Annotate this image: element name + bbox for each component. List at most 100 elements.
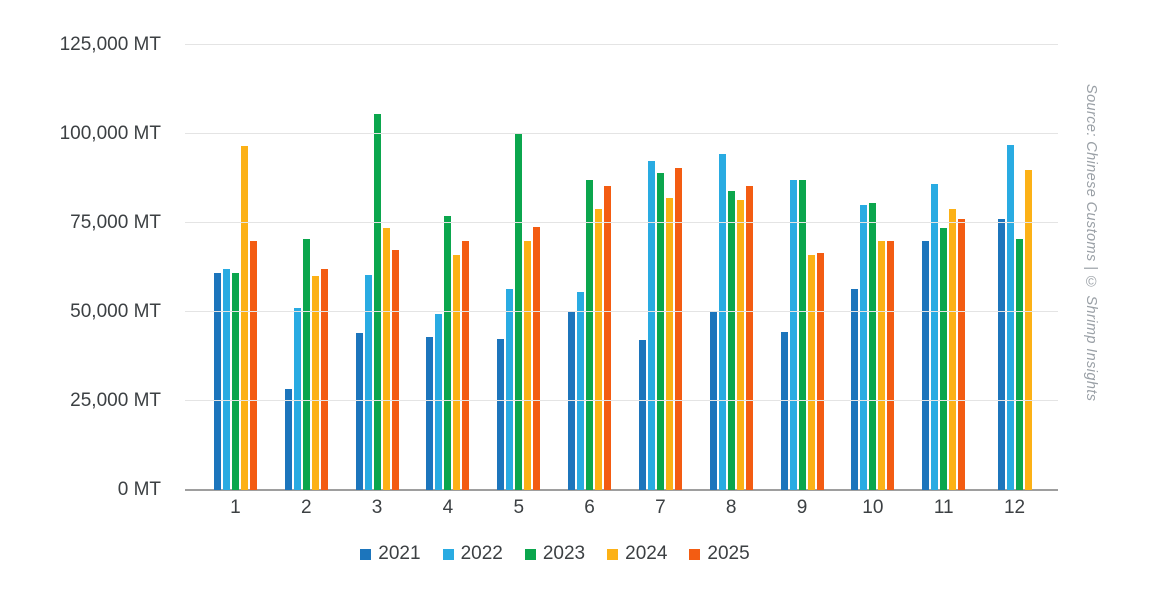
- bar-2025-month-8[interactable]: [745, 185, 753, 490]
- bar-2023-month-1[interactable]: [231, 272, 239, 490]
- bar-2023-month-12[interactable]: [1015, 239, 1023, 490]
- x-tick-label-7: 7: [655, 497, 666, 518]
- bar-group-month-3: [355, 45, 399, 490]
- bar-2022-month-9[interactable]: [789, 180, 797, 490]
- bar-2023-month-9[interactable]: [798, 180, 806, 490]
- gridline: [185, 222, 1058, 223]
- gridline: [185, 311, 1058, 312]
- bar-2023-month-7[interactable]: [656, 173, 664, 490]
- bar-2021-month-6[interactable]: [568, 312, 576, 490]
- bar-2022-month-11[interactable]: [931, 183, 939, 490]
- x-tick-label-11: 11: [933, 497, 954, 518]
- month-slot-3: [342, 45, 413, 490]
- legend-item-2022[interactable]: 2022: [442, 543, 503, 565]
- bar-2023-month-2[interactable]: [302, 239, 310, 490]
- bar-2024-month-3[interactable]: [382, 228, 390, 490]
- bar-group-month-2: [284, 45, 328, 490]
- bar-2021-month-11[interactable]: [922, 240, 930, 490]
- bar-2024-month-7[interactable]: [665, 198, 673, 490]
- legend-item-2024[interactable]: 2024: [607, 543, 667, 565]
- bar-2025-month-11[interactable]: [958, 219, 966, 490]
- bar-groups: [200, 45, 1050, 490]
- x-tick-label-9: 9: [796, 497, 808, 518]
- bar-2024-month-1[interactable]: [240, 146, 248, 490]
- x-tick-label-10: 10: [862, 497, 884, 518]
- x-tick-label-2: 2: [300, 497, 312, 518]
- bar-2022-month-12[interactable]: [1006, 144, 1014, 490]
- bar-2023-month-4[interactable]: [444, 215, 452, 490]
- bar-group-month-5: [497, 45, 541, 490]
- bar-2023-month-10[interactable]: [869, 203, 877, 490]
- month-slot-8: [696, 45, 767, 490]
- bar-2025-month-10[interactable]: [887, 240, 895, 490]
- bar-2024-month-4[interactable]: [453, 255, 461, 490]
- bar-2021-month-12[interactable]: [997, 219, 1005, 490]
- bar-2022-month-1[interactable]: [222, 269, 230, 490]
- bar-2022-month-5[interactable]: [506, 288, 514, 490]
- y-tick-label: 50,000 MT: [70, 301, 161, 322]
- bar-2021-month-5[interactable]: [497, 338, 505, 490]
- bar-2023-month-3[interactable]: [373, 114, 381, 490]
- bar-2021-month-3[interactable]: [355, 333, 363, 490]
- bar-2024-month-8[interactable]: [736, 199, 744, 490]
- bar-2024-month-12[interactable]: [1024, 169, 1032, 490]
- bar-2022-month-2[interactable]: [293, 308, 301, 490]
- bar-2021-month-8[interactable]: [709, 312, 717, 490]
- x-tick-label-6: 6: [584, 497, 595, 518]
- bar-group-month-1: [213, 45, 257, 490]
- bar-2021-month-2[interactable]: [284, 388, 292, 490]
- bar-2022-month-10[interactable]: [860, 205, 868, 490]
- bar-2022-month-7[interactable]: [647, 160, 655, 490]
- legend-label: 2024: [625, 543, 668, 564]
- bar-group-month-10: [851, 45, 895, 490]
- bar-2022-month-3[interactable]: [364, 274, 372, 490]
- bar-2025-month-1[interactable]: [249, 240, 257, 490]
- bar-2024-month-6[interactable]: [595, 208, 603, 490]
- bar-2021-month-7[interactable]: [638, 340, 646, 490]
- x-tick-label-4: 4: [442, 497, 454, 518]
- bar-2025-month-7[interactable]: [674, 167, 682, 490]
- legend-color-chip: [360, 548, 372, 560]
- bar-2025-month-4[interactable]: [462, 240, 470, 490]
- bar-2021-month-10[interactable]: [851, 288, 859, 490]
- bar-2023-month-8[interactable]: [727, 190, 735, 490]
- month-slot-11: [908, 45, 979, 490]
- gridline: [185, 44, 1058, 45]
- bar-2022-month-6[interactable]: [577, 292, 585, 490]
- bar-2025-month-2[interactable]: [320, 269, 328, 490]
- y-tick-label: 100,000 MT: [59, 123, 161, 144]
- bar-2022-month-8[interactable]: [718, 153, 726, 490]
- bar-2024-month-2[interactable]: [311, 276, 319, 490]
- y-tick-label: 0 MT: [117, 479, 161, 500]
- legend-item-2025[interactable]: 2025: [689, 543, 750, 565]
- bar-2022-month-4[interactable]: [435, 313, 443, 490]
- month-slot-2: [271, 45, 342, 490]
- x-tick-label-3: 3: [371, 497, 383, 518]
- bar-2025-month-9[interactable]: [816, 253, 824, 490]
- bar-2023-month-6[interactable]: [586, 180, 594, 490]
- bar-2025-month-3[interactable]: [391, 249, 399, 490]
- bar-2024-month-9[interactable]: [807, 255, 815, 490]
- bar-2021-month-9[interactable]: [780, 331, 788, 490]
- x-tick-label-12: 12: [1003, 497, 1026, 518]
- legend-color-chip: [689, 548, 701, 560]
- bar-2023-month-5[interactable]: [515, 134, 523, 490]
- bar-2024-month-10[interactable]: [878, 240, 886, 490]
- month-slot-10: [837, 45, 908, 490]
- legend-item-2023[interactable]: 2023: [524, 543, 585, 565]
- bar-group-month-12: [997, 45, 1032, 490]
- bar-2021-month-1[interactable]: [213, 272, 221, 490]
- bar-2025-month-6[interactable]: [604, 185, 612, 490]
- bar-2021-month-4[interactable]: [426, 336, 434, 490]
- x-axis-labels: 1 2 3 4 5 6 7 8 9 10 11 12: [200, 497, 1050, 519]
- legend-label: 2022: [460, 543, 503, 564]
- plot-area: [185, 44, 1058, 491]
- bar-2023-month-11[interactable]: [940, 228, 948, 490]
- legend-item-2021[interactable]: 2021: [360, 543, 421, 565]
- legend-label: 2021: [378, 543, 421, 564]
- legend-label: 2025: [707, 543, 750, 564]
- bar-2025-month-5[interactable]: [533, 226, 541, 490]
- bar-2024-month-5[interactable]: [524, 240, 532, 490]
- month-slot-9: [767, 45, 838, 490]
- bar-2024-month-11[interactable]: [949, 208, 957, 490]
